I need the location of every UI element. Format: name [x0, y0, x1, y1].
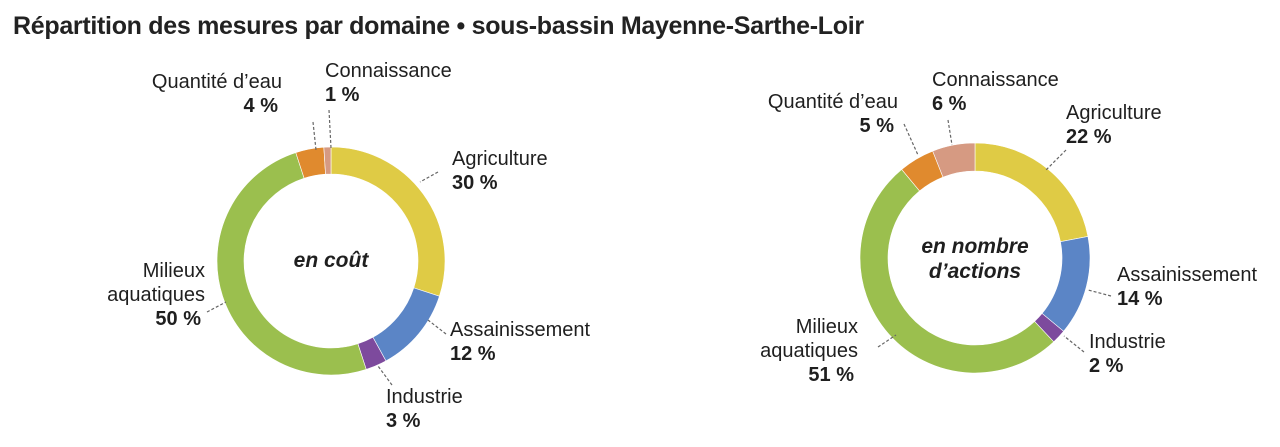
leader-line-quantite-d-eau: [312, 121, 317, 151]
label-milieux-aquatiques: Milieux: [796, 316, 858, 338]
value-label-connaissance: 1 %: [325, 84, 360, 106]
value-label-connaissance: 6 %: [932, 93, 967, 115]
chart-title: Répartition des mesures par domaine • so…: [13, 12, 864, 40]
label-agriculture: Agriculture: [1066, 102, 1162, 124]
value-label-assainissement: 12 %: [450, 343, 496, 365]
value-label-assainissement: 14 %: [1117, 288, 1163, 310]
leader-line-connaissance: [328, 109, 332, 149]
leader-line-milieux-aquatiques: [877, 334, 897, 348]
label-milieux-aquatiques: aquatiques: [760, 340, 858, 362]
leader-line-assainissement: [1087, 289, 1112, 297]
slice-agriculture: [330, 146, 446, 297]
label-connaissance: Connaissance: [932, 69, 1059, 91]
label-milieux-aquatiques: aquatiques: [107, 284, 205, 306]
center-label: en nombre: [921, 235, 1029, 258]
label-industrie: Industrie: [1089, 331, 1166, 353]
center-label: en coût: [294, 249, 370, 272]
value-label-milieux-aquatiques: 51 %: [808, 364, 854, 386]
label-industrie: Industrie: [386, 386, 463, 408]
leader-line-assainissement: [427, 319, 447, 335]
value-label-quantite-d-eau: 5 %: [860, 115, 895, 137]
leader-line-agriculture: [1045, 149, 1067, 171]
leader-line-connaissance: [947, 119, 953, 146]
slice-agriculture: [974, 142, 1089, 243]
slice-connaissance: [323, 146, 332, 175]
label-quantite-d-eau: Quantité d’eau: [768, 91, 898, 113]
label-connaissance: Connaissance: [325, 60, 452, 82]
value-label-quantite-d-eau: 4 %: [244, 95, 279, 117]
leader-line-industrie: [377, 365, 393, 386]
value-label-agriculture: 30 %: [452, 172, 498, 194]
label-assainissement: Assainissement: [450, 319, 591, 341]
value-label-industrie: 2 %: [1089, 355, 1124, 377]
value-label-agriculture: 22 %: [1066, 126, 1112, 148]
label-assainissement: Assainissement: [1117, 264, 1258, 286]
value-label-industrie: 3 %: [386, 410, 421, 432]
label-agriculture: Agriculture: [452, 148, 548, 170]
slice-milieux-aquatiques: [859, 168, 1055, 374]
label-quantite-d-eau: Quantité d’eau: [152, 71, 282, 93]
slice-connaissance: [932, 142, 976, 178]
leader-line-industrie: [1063, 335, 1085, 353]
center-label: d’actions: [929, 260, 1021, 283]
leader-line-agriculture: [419, 171, 439, 183]
slice-assainissement: [372, 287, 440, 362]
value-label-milieux-aquatiques: 50 %: [155, 308, 201, 330]
slice-assainissement: [1041, 236, 1091, 332]
leader-line-milieux-aquatiques: [206, 301, 227, 313]
label-milieux-aquatiques: Milieux: [143, 260, 205, 282]
slice-milieux-aquatiques: [217, 152, 367, 376]
leader-line-quantite-d-eau: [903, 123, 919, 156]
